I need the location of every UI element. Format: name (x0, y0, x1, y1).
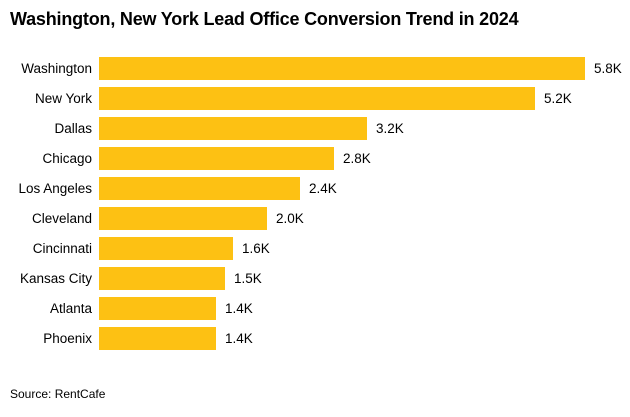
value-label: 1.4K (225, 301, 253, 316)
category-label: Phoenix (43, 331, 92, 346)
category-label: Kansas City (19, 271, 92, 286)
bar (99, 267, 225, 290)
chart-row: Washington 5.8K (10, 57, 622, 80)
bar-track: 3.2K (99, 117, 620, 140)
bar-track: 2.4K (99, 177, 620, 200)
bar-track: 2.8K (99, 147, 620, 170)
bar-track: 1.6K (99, 237, 620, 260)
bar (99, 237, 233, 260)
value-label: 2.4K (309, 181, 337, 196)
chart-row: Dallas 3.2K (10, 117, 620, 140)
bar (99, 117, 367, 140)
value-label: 1.6K (242, 241, 270, 256)
chart-row: Kansas City 1.5K (10, 267, 620, 290)
category-label: Atlanta (49, 301, 92, 316)
category-label: Chicago (42, 151, 92, 166)
category-label: Los Angeles (18, 181, 92, 196)
value-label: 1.5K (234, 271, 262, 286)
chart-row: Phoenix 1.4K (10, 327, 620, 350)
value-label: 2.8K (343, 151, 371, 166)
value-label: 3.2K (376, 121, 404, 136)
bar-track: 1.4K (99, 327, 620, 350)
chart-row: Los Angeles 2.4K (10, 177, 620, 200)
value-label: 1.4K (225, 331, 253, 346)
bar (99, 207, 267, 230)
bar-track: 1.4K (99, 297, 620, 320)
chart-row: New York 5.2K (10, 87, 620, 110)
chart-title: Washington, New York Lead Office Convers… (10, 9, 519, 29)
bar-track: 1.5K (99, 267, 620, 290)
bar (99, 57, 585, 80)
bar-track: 5.8K (99, 57, 622, 80)
chart-row: Chicago 2.8K (10, 147, 620, 170)
value-label: 2.0K (276, 211, 304, 226)
bar-track: 2.0K (99, 207, 620, 230)
bar-track: 5.2K (99, 87, 620, 110)
bar (99, 327, 216, 350)
chart-row: Cincinnati 1.6K (10, 237, 620, 260)
source-note: Source: RentCafe (10, 387, 106, 401)
chart-row: Atlanta 1.4K (10, 297, 620, 320)
category-label: Cleveland (31, 211, 92, 226)
chart-row: Cleveland 2.0K (10, 207, 620, 230)
bar (99, 147, 334, 170)
bar (99, 177, 300, 200)
value-label: 5.8K (594, 61, 622, 76)
bar (99, 297, 216, 320)
category-label: Cincinnati (32, 241, 92, 256)
bar-chart: Washington 5.8K New York 5.2K Dallas 3.2… (10, 57, 622, 350)
category-label: Washington (21, 61, 92, 76)
value-label: 5.2K (544, 91, 572, 106)
category-label: Dallas (54, 121, 92, 136)
bar (99, 87, 535, 110)
category-label: New York (34, 91, 92, 106)
